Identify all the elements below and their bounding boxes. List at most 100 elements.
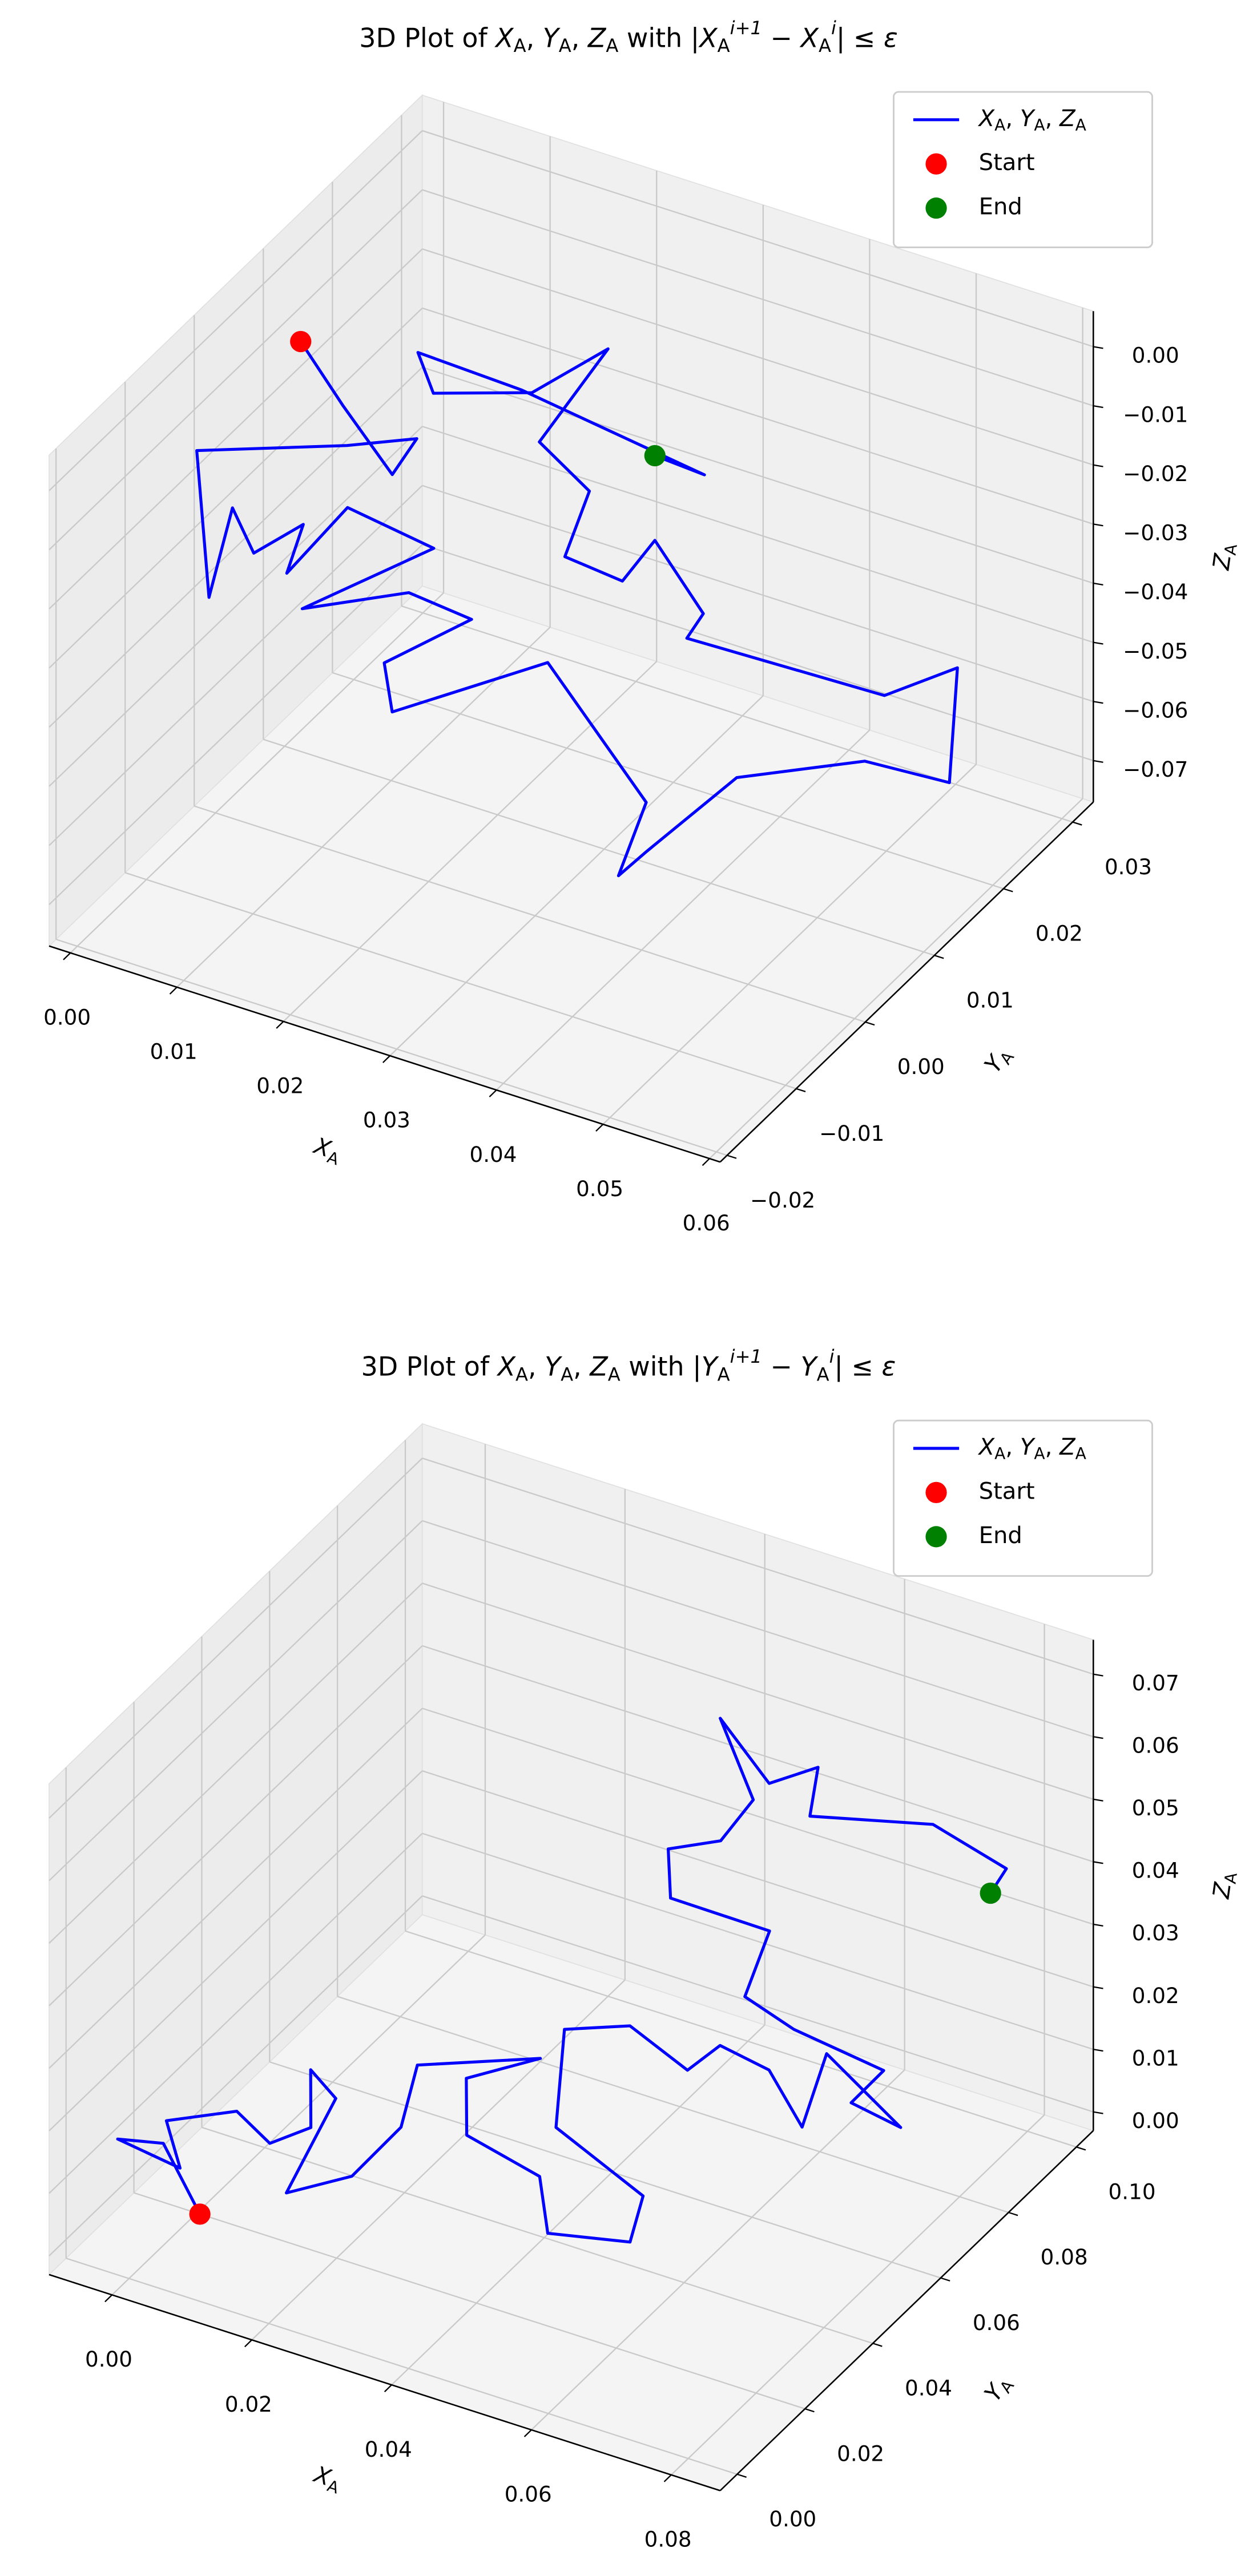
grid-line	[70, 592, 444, 954]
z-tick-label: −0.01	[1123, 402, 1188, 427]
y-tick-label: 0.02	[1036, 920, 1083, 946]
marker-point	[980, 1882, 1001, 1904]
z-tick	[1093, 1736, 1103, 1739]
z-tick-label: −0.04	[1123, 579, 1188, 604]
grid-line	[55, 938, 728, 1156]
marker-point	[644, 445, 666, 467]
legend-label: Start	[979, 1478, 1035, 1504]
x-tick	[382, 1055, 390, 1063]
x-tick-label: 0.00	[85, 2347, 132, 2372]
grid-line	[134, 2192, 805, 2410]
grid-line	[422, 426, 1094, 643]
grid-line	[422, 366, 1094, 584]
x-tick-label: 0.03	[363, 1107, 410, 1132]
z-tick	[1093, 641, 1103, 645]
x-tick	[702, 1158, 710, 1166]
x-tick-label: 0.04	[469, 1141, 517, 1166]
z-tick	[1093, 346, 1103, 349]
x-tick-label: 0.01	[150, 1039, 198, 1064]
grid-line	[49, 130, 423, 491]
grid-line	[194, 805, 866, 1023]
x-tick-label: 0.06	[505, 2481, 552, 2506]
grid-line	[49, 1645, 423, 2006]
grid-line	[332, 672, 1004, 890]
x-tick	[169, 987, 178, 995]
y-axis	[719, 2130, 1094, 2492]
legend-label: End	[979, 194, 1022, 220]
legend-marker	[925, 1481, 947, 1504]
grid-line	[49, 426, 423, 787]
grid-line	[49, 248, 423, 609]
z-tick-label: −0.02	[1123, 461, 1188, 486]
x-tick	[384, 2384, 392, 2392]
grid-line	[49, 1770, 423, 2131]
grid-line	[422, 130, 1094, 348]
grid-line	[422, 248, 1094, 466]
legend-box	[893, 91, 1153, 248]
z-tick	[1093, 1798, 1103, 1802]
y-tick	[1003, 888, 1013, 893]
z-tick-label: −0.05	[1123, 638, 1188, 663]
y-tick	[940, 2277, 950, 2282]
z-tick-label: 0.05	[1132, 1795, 1179, 1820]
grid-line	[49, 544, 423, 906]
x-tick-label: 0.06	[683, 1210, 730, 1235]
y-tick	[804, 2408, 815, 2413]
y-tick	[727, 1154, 737, 1159]
grid-line	[49, 1457, 423, 1819]
grid-line	[422, 189, 1094, 407]
y-tick-label: 0.03	[1105, 854, 1152, 879]
grid-line	[49, 308, 423, 669]
z-tick	[1093, 582, 1103, 586]
grid-line	[176, 627, 551, 988]
z-tick	[1093, 464, 1103, 467]
grid-line	[602, 764, 977, 1125]
chart-title: 3D Plot of X_A, Y_A, Z_A with |X_A^{i+1}…	[359, 17, 897, 56]
z-tick	[1093, 760, 1103, 763]
legend-marker	[925, 1526, 947, 1548]
legend-label: End	[979, 1523, 1022, 1549]
z-tick	[1093, 1673, 1103, 1677]
grid-line	[49, 1520, 423, 1881]
y-tick	[865, 1021, 875, 1026]
legend-marker	[925, 153, 947, 175]
x-tick	[523, 2429, 532, 2437]
z-tick	[1093, 523, 1103, 527]
y-tick-label: −0.02	[750, 1187, 815, 1212]
grid-line	[124, 872, 797, 1089]
z-tick	[1093, 1923, 1103, 1927]
x-tick	[595, 1124, 604, 1132]
x-tick	[663, 2474, 672, 2482]
grid-line	[531, 2069, 905, 2430]
y-tick-label: 0.06	[973, 2309, 1020, 2335]
grid-line	[111, 1934, 486, 2296]
z-tick	[1093, 701, 1103, 704]
y-tick	[872, 2343, 883, 2347]
y-tick-label: 0.04	[905, 2375, 952, 2400]
y-tick	[1008, 2211, 1018, 2216]
grid-line	[389, 695, 764, 1056]
grid-line	[422, 484, 1094, 702]
z-tick-label: −0.03	[1123, 520, 1188, 545]
grid-line	[401, 605, 1073, 823]
grid-line	[422, 1770, 1094, 1988]
y-tick-label: 0.02	[837, 2441, 884, 2466]
z-tick-label: 0.01	[1132, 2045, 1179, 2070]
z-tick-label: −0.06	[1123, 697, 1188, 722]
grid-line	[671, 2114, 1045, 2476]
grid-line	[283, 661, 658, 1022]
legend-marker	[925, 197, 947, 219]
grid-line	[405, 1930, 1077, 2148]
z-tick-label: 0.00	[1132, 342, 1179, 368]
x-tick-label: 0.02	[225, 2391, 272, 2416]
marker-point	[290, 330, 312, 353]
grid-line	[49, 189, 423, 551]
x-tick-label: 0.05	[576, 1176, 623, 1201]
x-tick-label: 0.00	[43, 1004, 91, 1029]
y-tick-label: 0.00	[769, 2506, 816, 2531]
y-tick	[736, 2473, 747, 2478]
x-axis	[49, 945, 720, 1163]
y-tick	[934, 955, 944, 959]
grid-line	[49, 1895, 423, 2256]
